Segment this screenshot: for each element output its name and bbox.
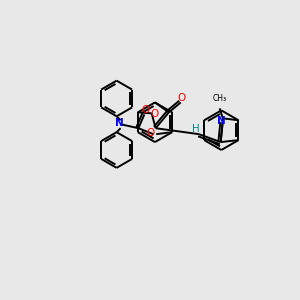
Text: O: O: [146, 128, 154, 138]
Text: N: N: [115, 118, 124, 128]
Text: CH₃: CH₃: [213, 94, 227, 103]
Text: H: H: [192, 124, 200, 134]
Text: N: N: [217, 116, 226, 126]
Text: O: O: [178, 94, 186, 103]
Text: O: O: [141, 105, 149, 116]
Text: O: O: [151, 109, 159, 119]
